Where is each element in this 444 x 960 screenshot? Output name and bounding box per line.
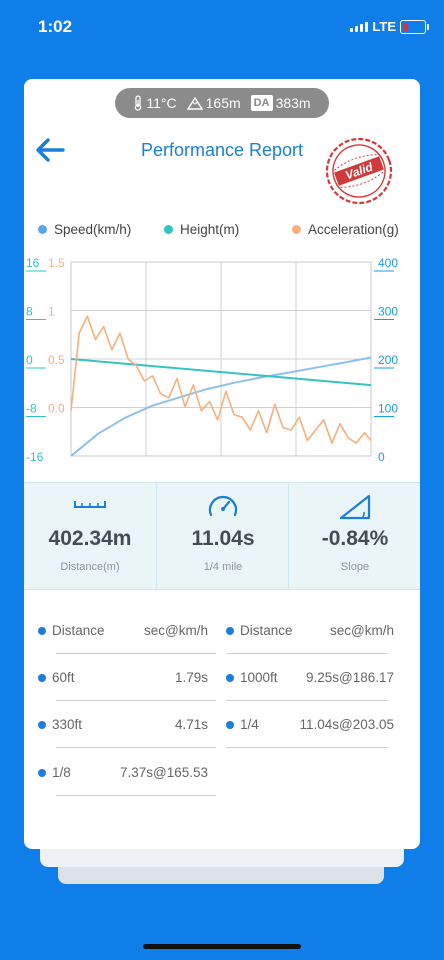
split-distance: 1/8 — [52, 765, 71, 780]
split-row: 1000ft 9.25s@186.17 — [226, 667, 394, 689]
stat-distance: 402.34m Distance(m) — [24, 483, 156, 589]
bullet — [226, 721, 234, 729]
status-time: 1:02 — [38, 17, 73, 36]
series-line-speed — [70, 356, 372, 457]
split-distance: 1/4 — [240, 717, 259, 732]
stat-quarter-mile-value: 11.04s — [191, 527, 255, 550]
y-tick-label-height: -16 — [26, 450, 44, 462]
legend-swatch-acceleration — [292, 225, 301, 234]
bullet — [38, 769, 46, 777]
legend-item-speed: Speed(km/h) — [38, 222, 131, 237]
splits-header-value: sec@km/h — [330, 623, 394, 638]
series-line-height — [70, 358, 372, 387]
mountain-icon — [186, 96, 203, 110]
bullet — [38, 674, 46, 682]
temperature-value: 11°C — [146, 95, 177, 111]
chart-legend: Speed(km/h) Height(m) Acceleration(g) — [36, 222, 416, 240]
legend-label-speed: Speed(km/h) — [54, 222, 132, 237]
splits-table: Distance sec@km/h Distance sec@km/h 60ft… — [24, 600, 420, 800]
bullet — [226, 627, 234, 635]
y-tick-label-speed: 0 — [378, 450, 385, 462]
y-tick-label-accel: 1.5 — [48, 256, 65, 270]
network-type: LTE — [372, 19, 396, 34]
divider — [226, 747, 388, 748]
split-distance: 330ft — [52, 717, 83, 732]
split-row: 330ft 4.71s — [38, 714, 208, 736]
report-card — [24, 79, 420, 849]
valid-stamp: Valid — [325, 137, 393, 205]
y-tick-label-speed: 400 — [378, 256, 398, 270]
y-tick-label-height: 0 — [26, 353, 33, 367]
stat-quarter-mile: 11.04s 1/4 mile — [156, 483, 289, 589]
y-tick-label-accel: 0.0 — [48, 402, 65, 416]
speedometer-icon — [208, 495, 238, 517]
stat-slope-label: Slope — [340, 561, 370, 573]
split-value: 11.04s@203.05 — [299, 717, 394, 732]
home-indicator[interactable] — [143, 944, 301, 949]
y-tick-label-height: 8 — [26, 305, 33, 319]
density-altitude-badge: DA — [250, 95, 273, 111]
thermometer-icon — [135, 95, 142, 111]
y-tick-label-speed: 100 — [378, 402, 398, 416]
conditions-pill: 11°C 165m DA 383m — [115, 88, 329, 118]
split-value: 9.25s@186.17 — [305, 670, 394, 685]
split-value: 4.71s — [174, 717, 208, 732]
divider — [226, 700, 388, 701]
status-bar: 1:02 LTE — [0, 0, 444, 58]
y-tick-label-speed: 200 — [378, 353, 398, 367]
stat-slope-value: -0.84% — [321, 527, 389, 550]
divider — [56, 747, 216, 748]
battery-icon — [400, 20, 429, 34]
legend-label-height: Height(m) — [180, 222, 240, 237]
stat-slope: -0.84% Slope — [288, 483, 421, 589]
legend-swatch-height — [164, 225, 173, 234]
y-tick-label-accel: 1 — [48, 305, 55, 319]
card-stack-shadow — [40, 845, 404, 867]
stats-panel: 402.34m Distance(m) 11.04s 1/4 mile -0.8… — [24, 482, 420, 590]
split-value: 1.79s — [174, 670, 208, 685]
stat-quarter-mile-label: 1/4 mile — [203, 561, 243, 573]
stamp-text: Valid — [343, 159, 375, 182]
page-title: Performance Report — [140, 140, 304, 160]
legend-item-acceleration: Acceleration(g) — [292, 222, 399, 237]
density-altitude-value: 383m — [275, 95, 311, 111]
signal-icon — [350, 22, 368, 32]
split-row: 1/4 11.04s@203.05 — [226, 714, 394, 736]
splits-header-distance: Distance — [240, 623, 293, 638]
splits-header-right: Distance sec@km/h — [226, 620, 394, 642]
bullet — [226, 674, 234, 682]
stat-distance-value: 402.34m — [48, 527, 132, 550]
y-tick-label-height: -8 — [26, 402, 37, 416]
divider — [56, 795, 216, 796]
altitude-value: 165m — [205, 95, 241, 111]
performance-chart: 16 8 0 -8 -16 1.5 1 0.5 0.0 400 300 200 100 0 — [26, 256, 398, 462]
y-tick-label-height: 16 — [26, 256, 40, 270]
y-tick-label-accel: 0.5 — [48, 353, 65, 367]
slope-icon — [339, 494, 371, 520]
divider — [226, 653, 388, 654]
split-distance: 1000ft — [240, 670, 278, 685]
split-distance: 60ft — [52, 670, 75, 685]
splits-header-left: Distance sec@km/h — [38, 620, 208, 642]
bullet — [38, 627, 46, 635]
divider — [56, 653, 216, 654]
series-line-accel — [70, 315, 372, 444]
legend-label-acceleration: Acceleration(g) — [308, 222, 399, 237]
legend-item-height: Height(m) — [164, 222, 239, 237]
split-row: 1/8 7.37s@165.53 — [38, 762, 208, 784]
card-stack-shadow-back — [58, 862, 384, 884]
splits-header-distance: Distance — [52, 623, 105, 638]
ruler-icon — [74, 501, 106, 508]
split-row: 60ft 1.79s — [38, 667, 208, 689]
legend-swatch-speed — [38, 225, 47, 234]
divider — [56, 700, 216, 701]
splits-header-value: sec@km/h — [144, 623, 208, 638]
y-tick-label-speed: 300 — [378, 305, 398, 319]
back-arrow-icon[interactable] — [34, 136, 66, 164]
stat-distance-label: Distance(m) — [60, 561, 120, 573]
split-value: 7.37s@165.53 — [119, 765, 208, 780]
bullet — [38, 721, 46, 729]
